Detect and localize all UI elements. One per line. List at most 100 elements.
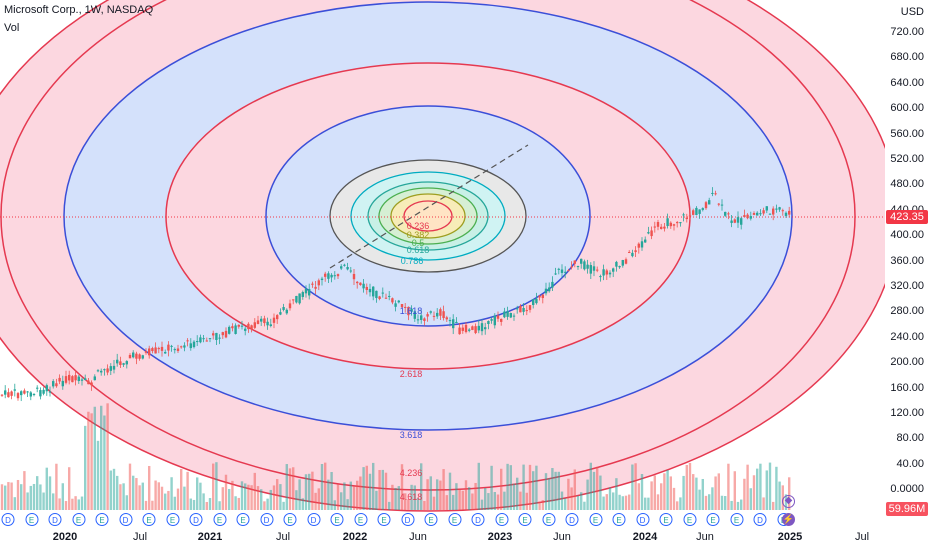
candle <box>346 266 349 270</box>
candle <box>167 344 170 351</box>
volume-bar <box>192 499 196 510</box>
earnings-marker[interactable]: E <box>283 513 297 526</box>
earnings-marker[interactable]: E <box>730 513 743 526</box>
dividend-marker[interactable]: D <box>636 513 649 526</box>
candle <box>170 345 173 347</box>
candle <box>656 222 660 227</box>
volume-bar <box>106 403 109 510</box>
earnings-marker[interactable]: E <box>25 513 38 526</box>
volume-bar <box>39 484 42 510</box>
earnings-marker[interactable]: E <box>354 513 367 526</box>
earnings-marker[interactable]: E <box>706 513 720 526</box>
volume-bar <box>423 501 426 510</box>
dividend-marker[interactable]: D <box>189 513 203 526</box>
volume-bar <box>676 501 679 510</box>
volume-bar <box>141 482 144 510</box>
dividend-marker[interactable]: D <box>260 513 273 526</box>
earnings-marker[interactable]: E <box>142 513 156 526</box>
candle <box>250 325 253 330</box>
candle <box>148 348 151 356</box>
candle <box>68 374 71 381</box>
volume-bar <box>557 471 560 510</box>
volume-bar <box>372 462 375 510</box>
volume-indicator-label[interactable]: Vol <box>4 22 20 34</box>
volume-bar <box>506 463 509 510</box>
candle <box>375 290 378 299</box>
earnings-marker[interactable]: E <box>518 513 532 526</box>
earnings-marker[interactable]: E <box>236 513 250 526</box>
dividend-marker[interactable]: D <box>753 513 767 526</box>
candle <box>116 359 119 364</box>
fib-circles-drawing[interactable] <box>0 0 898 512</box>
volume-bar <box>375 490 378 510</box>
earnings-marker[interactable]: E <box>495 513 508 526</box>
dividend-marker[interactable]: D <box>119 513 132 526</box>
volume-bar <box>93 406 96 510</box>
candle <box>612 268 615 272</box>
candle <box>688 215 692 217</box>
chart-title[interactable]: Microsoft Corp., 1W, NASDAQ <box>4 4 154 16</box>
candle <box>218 337 221 339</box>
earnings-marker[interactable]: E <box>377 513 391 526</box>
volume-bar <box>599 475 602 510</box>
volume-bar <box>464 480 468 510</box>
candle <box>522 307 525 312</box>
volume-bar <box>522 464 525 510</box>
earnings-marker[interactable]: E <box>95 513 109 526</box>
candle <box>112 365 116 370</box>
dividend-marker[interactable]: D <box>1 513 15 526</box>
candle <box>234 325 237 334</box>
candle <box>317 280 320 286</box>
dividend-marker[interactable]: D <box>48 513 62 526</box>
volume-bar <box>23 471 26 510</box>
earnings-marker[interactable]: E <box>213 513 226 526</box>
earnings-marker[interactable]: E <box>166 513 179 526</box>
candle <box>84 378 87 380</box>
candle <box>180 346 183 348</box>
volume-bar <box>173 496 176 510</box>
candle <box>365 286 368 290</box>
earnings-marker[interactable]: E <box>589 513 602 526</box>
candle <box>490 319 493 321</box>
volume-bar <box>272 485 276 510</box>
earnings-marker[interactable]: E <box>330 513 344 526</box>
earnings-marker[interactable]: E <box>612 513 626 526</box>
candle <box>538 295 541 298</box>
candle <box>144 351 148 353</box>
candle <box>336 274 340 277</box>
earnings-marker[interactable]: E <box>683 513 696 526</box>
earnings-marker[interactable]: E <box>542 513 555 526</box>
volume-bar <box>554 471 557 510</box>
candle <box>672 224 676 226</box>
dividend-marker[interactable]: D <box>471 513 485 526</box>
earnings-marker[interactable]: E <box>424 513 438 526</box>
currency-label[interactable]: USD <box>900 6 924 18</box>
dividend-marker[interactable]: D <box>401 513 414 526</box>
earnings-marker[interactable]: E <box>659 513 673 526</box>
volume-bar <box>240 481 244 510</box>
earnings-marker[interactable]: E <box>72 513 85 526</box>
volume-bar <box>45 467 48 510</box>
volume-bar <box>637 483 640 510</box>
candle <box>564 271 567 273</box>
volume-bar <box>624 495 628 510</box>
volume-bar <box>55 463 58 510</box>
candle <box>397 300 400 303</box>
dividend-marker[interactable]: D <box>565 513 579 526</box>
volume-bar <box>58 498 61 510</box>
candle <box>698 209 701 214</box>
earnings-marker[interactable]: E <box>448 513 461 526</box>
dividend-marker[interactable]: D <box>307 513 320 526</box>
candle <box>10 391 13 396</box>
flash-icon[interactable]: ⚡ <box>782 513 795 526</box>
time-tick: Jul <box>854 531 870 543</box>
volume-bar <box>196 477 199 510</box>
fib-level-label: 0.5 <box>411 238 425 248</box>
add-event-icon[interactable]: ◆ <box>782 495 795 508</box>
volume-bar <box>503 491 506 510</box>
candle <box>624 259 628 264</box>
volume-bar <box>519 491 522 510</box>
volume-bar <box>180 468 183 510</box>
fib-level-label: 4.618 <box>399 492 423 502</box>
